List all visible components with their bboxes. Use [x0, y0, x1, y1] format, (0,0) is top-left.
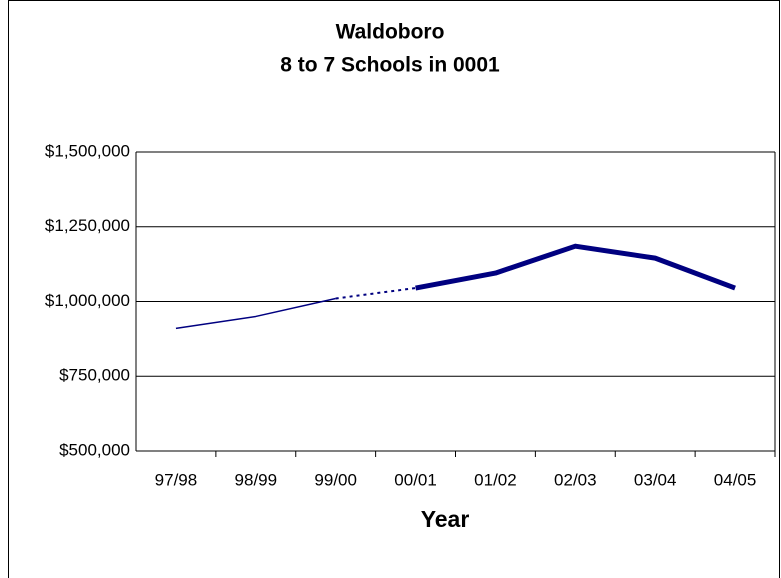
x-tick-label: 03/04	[634, 470, 677, 489]
y-tick-label: $500,000	[59, 440, 130, 459]
y-tick-label: $750,000	[59, 366, 130, 385]
y-tick-label: $1,000,000	[45, 291, 130, 310]
x-tick-label: 00/01	[394, 470, 437, 489]
x-tick-label: 01/02	[474, 470, 517, 489]
y-tick-label: $1,250,000	[45, 216, 130, 235]
x-tick-label: 97/98	[155, 470, 198, 489]
x-tick-label: 99/00	[314, 470, 357, 489]
x-axis-title: Year	[421, 506, 470, 532]
x-tick-label: 04/05	[714, 470, 757, 489]
data-line	[175, 297, 336, 330]
x-tick-label: 98/99	[235, 470, 278, 489]
x-tick-label: 02/03	[554, 470, 597, 489]
y-tick-label: $1,500,000	[45, 141, 130, 160]
data-line	[415, 243, 736, 291]
chart-title: Waldoboro	[336, 21, 445, 44]
chart-subtitle: 8 to 7 Schools in 0001	[280, 54, 500, 77]
chart-frame	[8, 0, 780, 578]
